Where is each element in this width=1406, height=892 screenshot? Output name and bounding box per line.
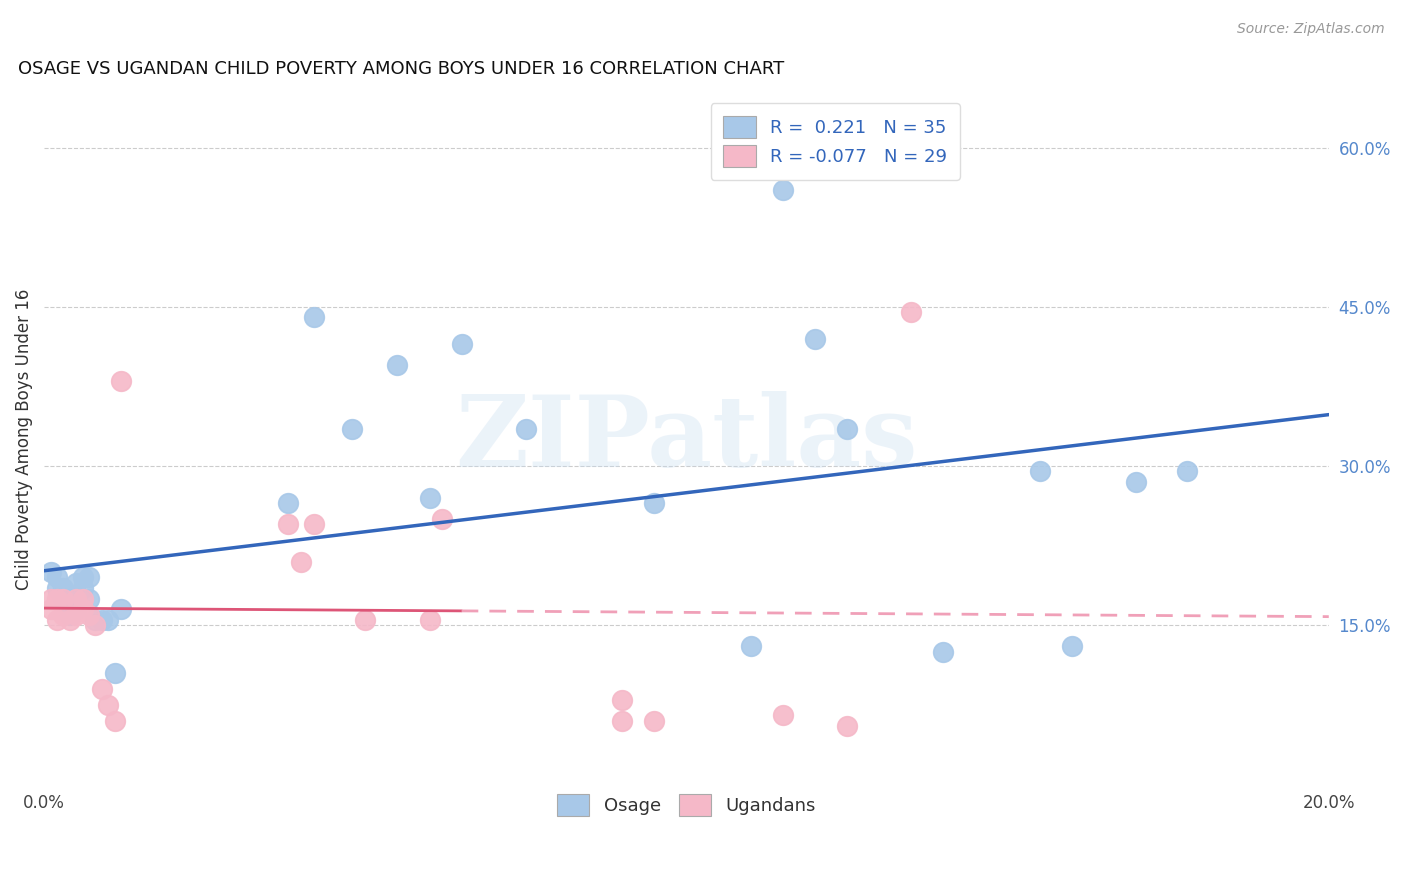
Point	[39, 602, 62, 616]
Point	[46, 591, 69, 606]
Point	[97, 613, 120, 627]
Text: OSAGE VS UGANDAN CHILD POVERTY AMONG BOYS UNDER 16 CORRELATION CHART: OSAGE VS UGANDAN CHILD POVERTY AMONG BOY…	[18, 60, 785, 78]
Point	[418, 613, 440, 627]
Point	[72, 602, 94, 616]
Point	[77, 570, 100, 584]
Point	[46, 613, 69, 627]
Point	[72, 570, 94, 584]
Point	[290, 554, 312, 568]
Point	[432, 512, 454, 526]
Point	[52, 591, 75, 606]
Point	[1028, 464, 1050, 478]
Point	[52, 607, 75, 622]
Point	[612, 714, 634, 728]
Point	[277, 496, 299, 510]
Point	[59, 613, 82, 627]
Point	[46, 570, 69, 584]
Point	[1060, 640, 1083, 654]
Point	[804, 332, 827, 346]
Point	[59, 607, 82, 622]
Point	[1177, 464, 1199, 478]
Point	[835, 719, 858, 733]
Point	[46, 581, 69, 595]
Point	[643, 714, 665, 728]
Point	[418, 491, 440, 505]
Point	[65, 575, 87, 590]
Text: Source: ZipAtlas.com: Source: ZipAtlas.com	[1237, 22, 1385, 37]
Point	[110, 374, 132, 388]
Point	[52, 581, 75, 595]
Point	[77, 591, 100, 606]
Point	[65, 607, 87, 622]
Point	[84, 618, 107, 632]
Point	[277, 517, 299, 532]
Point	[612, 692, 634, 706]
Point	[39, 591, 62, 606]
Point	[740, 640, 762, 654]
Point	[65, 602, 87, 616]
Point	[835, 422, 858, 436]
Point	[104, 714, 127, 728]
Point	[515, 422, 537, 436]
Point	[1125, 475, 1147, 489]
Point	[52, 591, 75, 606]
Point	[72, 591, 94, 606]
Point	[772, 183, 794, 197]
Point	[772, 708, 794, 723]
Point	[643, 496, 665, 510]
Point	[302, 517, 325, 532]
Point	[354, 613, 377, 627]
Point	[900, 305, 922, 319]
Point	[387, 358, 409, 372]
Point	[84, 613, 107, 627]
Point	[65, 591, 87, 606]
Point	[110, 602, 132, 616]
Point	[97, 698, 120, 712]
Point	[59, 591, 82, 606]
Point	[450, 337, 472, 351]
Point	[90, 613, 112, 627]
Point	[104, 665, 127, 680]
Point	[302, 310, 325, 325]
Point	[39, 565, 62, 579]
Point	[342, 422, 364, 436]
Point	[77, 607, 100, 622]
Text: ZIPatlas: ZIPatlas	[456, 391, 918, 488]
Y-axis label: Child Poverty Among Boys Under 16: Child Poverty Among Boys Under 16	[15, 289, 32, 591]
Point	[72, 581, 94, 595]
Legend: Osage, Ugandans: Osage, Ugandans	[550, 788, 824, 823]
Point	[90, 681, 112, 696]
Point	[932, 645, 955, 659]
